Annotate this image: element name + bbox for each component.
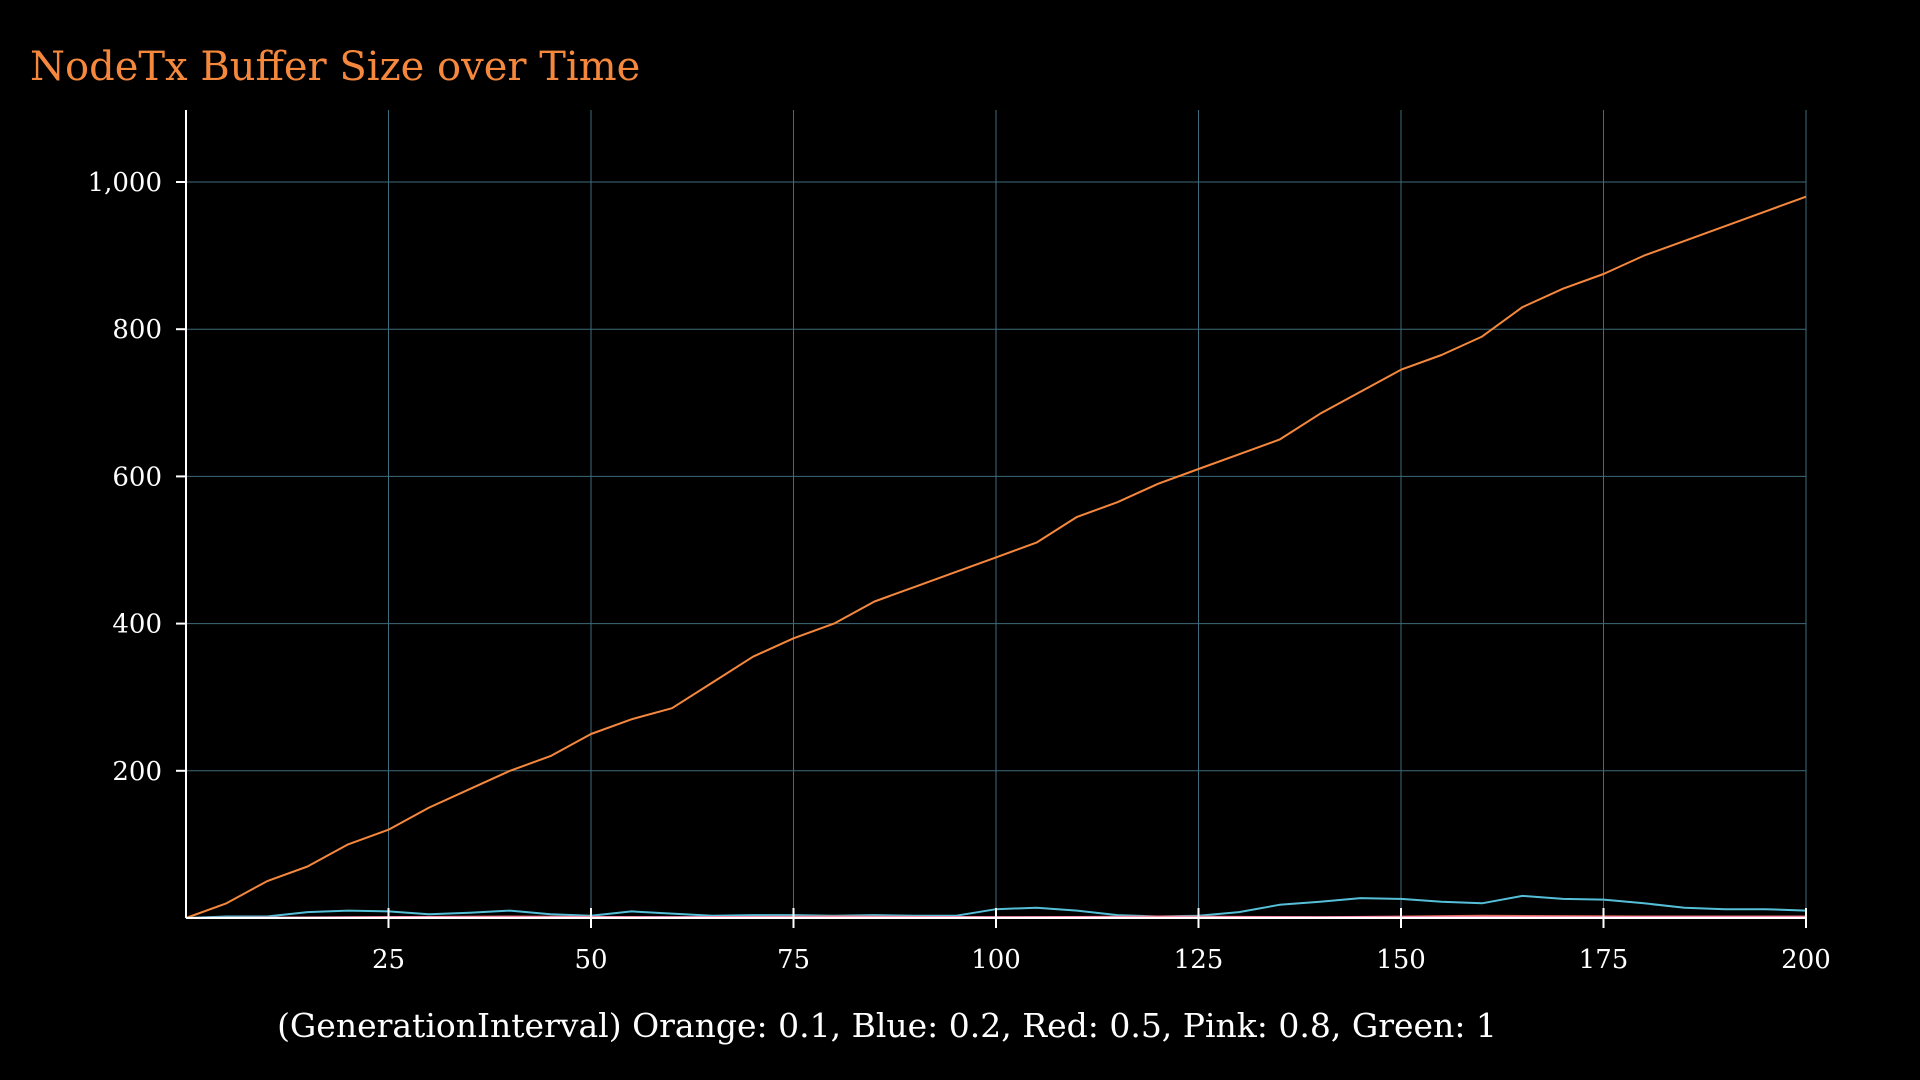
chart-title: NodeTx Buffer Size over Time <box>30 44 640 90</box>
y-tick-label-3: 800 <box>112 315 162 345</box>
x-axis-label: (GenerationInterval) Orange: 0.1, Blue: … <box>277 1006 1497 1045</box>
ticks: 25 50 75 100 125 150 175 200 200 400 600 800 1,000 <box>88 168 1831 975</box>
grid <box>186 110 1807 918</box>
x-tick-label-5: 150 <box>1376 945 1426 975</box>
y-tick-label-0: 200 <box>112 757 162 787</box>
x-tick-label-0: 25 <box>372 945 405 975</box>
x-tick-label-7: 200 <box>1781 945 1831 975</box>
x-tick-label-1: 50 <box>574 945 607 975</box>
x-tick-label-2: 75 <box>777 945 810 975</box>
x-tick-label-4: 125 <box>1174 945 1224 975</box>
y-tick-label-2: 600 <box>112 462 162 492</box>
x-tick-label-3: 100 <box>971 945 1021 975</box>
series-line-0 <box>185 195 1807 919</box>
y-tick-label-1: 400 <box>112 610 162 640</box>
y-tick-label-4: 1,000 <box>88 168 162 198</box>
x-tick-label-6: 175 <box>1579 945 1629 975</box>
